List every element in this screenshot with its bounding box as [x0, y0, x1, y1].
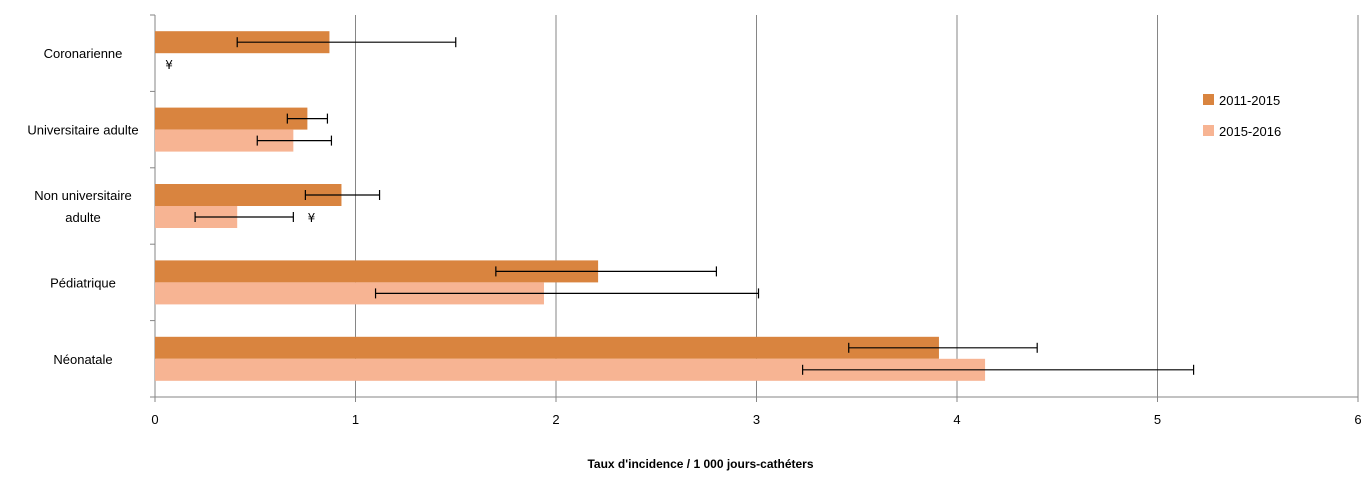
bar-2011-2015 — [155, 336, 939, 359]
x-axis-title: Taux d'incidence / 1 000 jours-cathéters — [587, 457, 813, 471]
bar-2015-2016 — [155, 358, 986, 381]
x-tick-label: 0 — [151, 412, 158, 427]
legend-swatch — [1203, 125, 1214, 136]
x-tick-label: 5 — [1154, 412, 1161, 427]
legend-label: 2011-2015 — [1219, 93, 1280, 108]
bar-2011-2015 — [155, 107, 308, 130]
x-tick-label: 6 — [1354, 412, 1361, 427]
category-label: Coronarienne — [44, 46, 123, 61]
category-label: Non universitaire — [34, 188, 132, 203]
category-label: Néonatale — [53, 352, 112, 367]
bar-2011-2015 — [155, 260, 599, 283]
annotation-yen: ¥ — [308, 211, 316, 225]
bar-2015-2016 — [155, 129, 294, 152]
legend-label: 2015-2016 — [1219, 124, 1281, 139]
x-tick-label: 1 — [352, 412, 359, 427]
x-tick-label: 4 — [953, 412, 960, 427]
category-label: Universitaire adulte — [27, 123, 138, 138]
category-label: Pédiatrique — [50, 275, 116, 290]
x-tick-label: 2 — [552, 412, 559, 427]
legend-swatch — [1203, 94, 1214, 105]
bar-2015-2016 — [155, 282, 544, 305]
annotation-yen: ¥ — [165, 58, 173, 72]
x-tick-label: 3 — [753, 412, 760, 427]
bar-2011-2015 — [155, 184, 342, 206]
category-label: adulte — [65, 210, 100, 225]
